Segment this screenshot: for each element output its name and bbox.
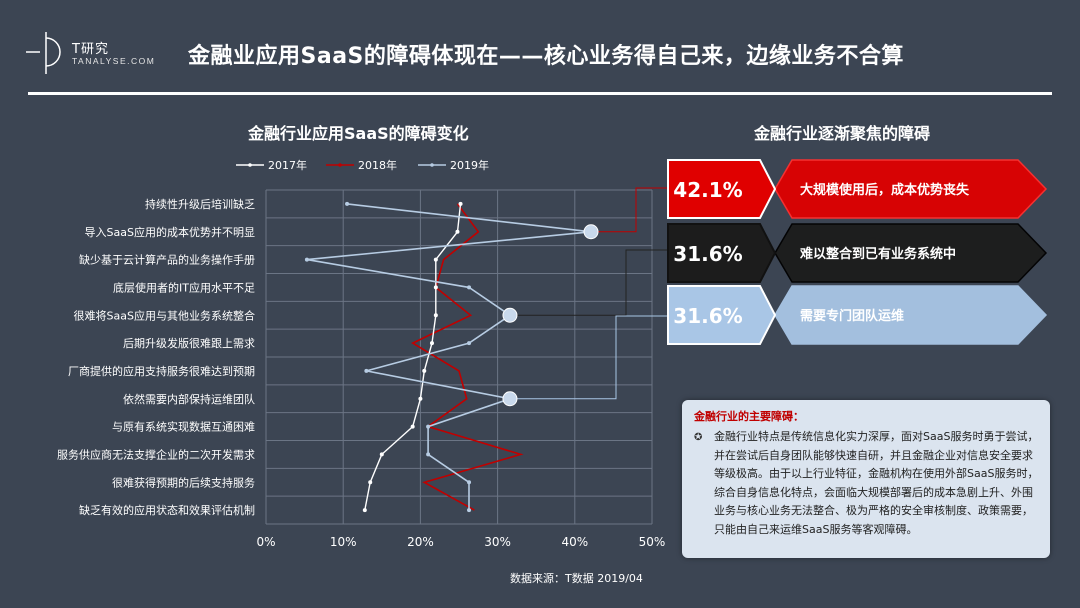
- data-point: [345, 201, 350, 206]
- data-point: [422, 368, 427, 373]
- data-point: [467, 341, 472, 346]
- series-line-2017年: [364, 203, 462, 511]
- percent-box: [667, 285, 777, 345]
- x-tick-label: 0%: [256, 535, 275, 549]
- category-label: 缺乏有效的应用状态和效果评估机制: [79, 503, 255, 517]
- arrow-banner: [774, 159, 1048, 219]
- data-point: [362, 508, 367, 513]
- chart-title: 金融行业应用SaaS的障碍变化: [248, 124, 469, 143]
- logo-subtitle: TANALYSE.COM: [72, 56, 156, 66]
- barrier-text: 大规模使用后，成本优势丧失: [800, 182, 970, 198]
- category-labels: 持续性升级后培训缺乏导入SaaS应用的成本优势并不明显缺少基于云计算产品的业务操…: [57, 197, 255, 517]
- x-tick-label: 50%: [639, 535, 666, 549]
- x-tick-label: 30%: [484, 535, 511, 549]
- legend-marker: [338, 163, 342, 167]
- data-point: [467, 480, 472, 485]
- page-title: 金融业应用SaaS的障碍体现在——核心业务得自己来，边缘业务不合算: [188, 44, 904, 69]
- connector-line: [598, 187, 668, 233]
- chart-legend: 2017年 2018年 2019年: [236, 158, 489, 172]
- title-divider: [28, 92, 1052, 95]
- connector-lines: [516, 187, 668, 400]
- arrow-banner: [774, 285, 1048, 345]
- category-label: 服务供应商无法支撑企业的二次开发需求: [57, 447, 255, 461]
- data-point: [433, 313, 438, 318]
- highlight-point: [502, 307, 518, 323]
- legend-marker: [248, 163, 252, 167]
- legend-label: 2017年: [268, 158, 307, 172]
- data-point: [426, 452, 431, 457]
- data-point: [304, 257, 309, 262]
- category-label: 后期升级发版很难跟上需求: [123, 336, 255, 350]
- logo: T研究 TANALYSE.COM: [26, 32, 166, 74]
- legend-label: 2019年: [450, 158, 489, 172]
- category-label: 导入SaaS应用的成本优势并不明显: [85, 225, 255, 239]
- x-tick-label: 10%: [330, 535, 357, 549]
- percent-box: [667, 223, 777, 283]
- data-point: [433, 285, 438, 290]
- x-tick-label: 20%: [407, 535, 434, 549]
- barrier-text: 难以整合到已有业务系统中: [799, 246, 956, 262]
- data-point: [433, 257, 438, 262]
- connector-line: [516, 315, 668, 400]
- barrier-text: 需要专门团队运维: [800, 308, 904, 324]
- x-tick-labels: 0% 10% 20% 30% 40% 50%: [256, 535, 665, 549]
- data-point: [368, 480, 373, 485]
- summary-panel: 金融行业的主要障碍： ✪ 金融行业特点是传统信息化实力深厚，面对SaaS服务时勇…: [682, 400, 1050, 558]
- category-label: 底层使用者的IT应用水平不足: [113, 280, 255, 294]
- panel-body: 金融行业特点是传统信息化实力深厚，面对SaaS服务时勇于尝试，并在尝试后自身团队…: [714, 430, 1039, 536]
- category-label: 依然需要内部保持运维团队: [123, 392, 255, 406]
- data-source: 数据来源：T数据 2019/04: [510, 572, 643, 585]
- series-line-2019年: [306, 203, 592, 511]
- data-point: [379, 452, 384, 457]
- arrow-banner: [774, 223, 1048, 283]
- category-label: 持续性升级后培训缺乏: [145, 197, 255, 211]
- data-point: [467, 508, 472, 513]
- data-point: [458, 201, 463, 206]
- category-label: 缺少基于云计算产品的业务操作手册: [79, 253, 255, 267]
- panel-heading: 金融行业的主要障碍：: [694, 410, 804, 423]
- series-line-2018年: [411, 203, 524, 511]
- right-section-title: 金融行业逐渐聚焦的障碍: [754, 124, 931, 143]
- legend-marker: [430, 163, 434, 167]
- logo-mark-icon: [26, 32, 61, 74]
- data-point: [467, 285, 472, 290]
- percent-value: 42.1%: [673, 178, 742, 202]
- data-point: [429, 341, 434, 346]
- chart-series: [304, 201, 599, 513]
- percent-value: 31.6%: [673, 304, 742, 328]
- star-bullet-icon: ✪: [694, 432, 703, 443]
- category-label: 与原有系统实现数据互通困难: [112, 420, 255, 434]
- percent-box: [667, 159, 777, 219]
- category-label: 很难将SaaS应用与其他业务系统整合: [74, 308, 255, 322]
- legend-label: 2018年: [358, 158, 397, 172]
- data-point: [364, 368, 369, 373]
- category-label: 厂商提供的应用支持服务很难达到预期: [68, 364, 255, 378]
- category-label: 很难获得预期的后续支持服务: [112, 475, 255, 489]
- barrier-arrows: 42.1% 大规模使用后，成本优势丧失 31.6% 难以整合到已有业务系统中 31.6%…: [667, 159, 1048, 345]
- data-point: [410, 424, 415, 429]
- percent-value: 31.6%: [673, 242, 742, 266]
- logo-brand: T研究: [72, 42, 109, 57]
- x-tick-label: 40%: [561, 535, 588, 549]
- highlight-point: [502, 391, 518, 407]
- data-point: [426, 424, 431, 429]
- data-point: [455, 229, 460, 234]
- highlight-point: [583, 224, 599, 240]
- connector-line: [516, 249, 668, 316]
- data-point: [418, 396, 423, 401]
- chart-grid: [265, 189, 653, 525]
